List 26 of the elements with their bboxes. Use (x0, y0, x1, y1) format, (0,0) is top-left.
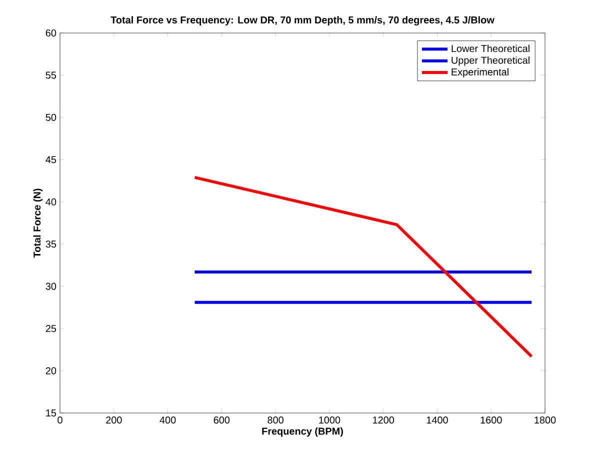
y-tick-label: 25 (46, 325, 56, 332)
x-axis-title: Frequency (BPM) (262, 427, 343, 437)
y-tick-label: 55 (46, 72, 56, 79)
x-tick-label: 200 (106, 416, 122, 424)
x-tick-label: 1200 (373, 416, 394, 424)
legend-label: Lower Theoretical (452, 44, 530, 52)
y-tick-label: 35 (46, 240, 56, 248)
legend-label: Upper Theoretical (452, 56, 530, 66)
y-tick-label: 60 (46, 29, 56, 37)
x-tick-label: 1600 (480, 416, 502, 424)
y-tick-label: 20 (46, 367, 56, 374)
x-tick-label: 1400 (426, 416, 448, 424)
x-tick-label: 1000 (319, 416, 340, 424)
x-tick-label: 600 (214, 416, 230, 424)
y-tick-label: 45 (46, 156, 56, 164)
chart-title: Total Force vs Frequency: Low DR, 70 mm Depth, 5 mm/s, 70 degrees, 4.5 J/Blow (110, 16, 494, 26)
y-tick-label: 30 (46, 282, 56, 290)
x-tick-label: 1800 (534, 416, 556, 424)
y-tick-label: 15 (46, 410, 56, 416)
legend-label: Experimental (452, 68, 508, 78)
x-tick-label: 0 (58, 416, 62, 424)
x-tick-label: 800 (268, 416, 284, 424)
y-tick-label: 40 (46, 198, 56, 206)
y-axis-title: Total Force (N) (33, 188, 43, 258)
x-tick-label: 400 (160, 416, 176, 424)
y-tick-label: 50 (46, 114, 56, 121)
